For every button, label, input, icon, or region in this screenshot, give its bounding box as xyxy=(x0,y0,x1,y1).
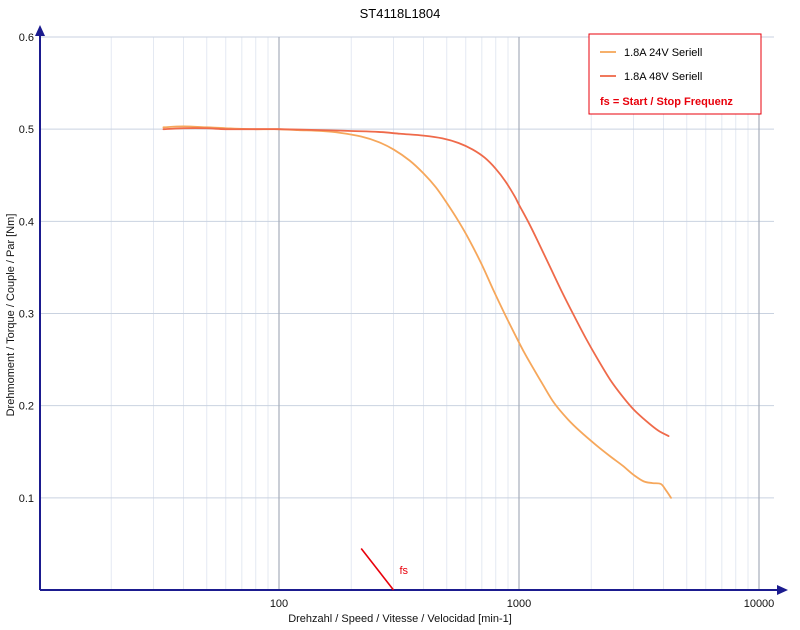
fs-marker-label: fs xyxy=(400,565,409,577)
legend-label-24v: 1.8A 24V Seriell xyxy=(624,47,702,59)
legend-note-fs: fs = Start / Stop Frequenz xyxy=(600,96,733,108)
y-axis-tick-labels: 0.1 0.2 0.3 0.4 0.5 0.6 xyxy=(19,32,34,505)
y-axis-tick-label: 0.4 xyxy=(19,216,34,228)
y-axis-tick-label: 0.3 xyxy=(19,309,34,321)
x-axis-arrow-icon xyxy=(777,585,788,595)
legend-label-48v: 1.8A 48V Seriell xyxy=(624,71,702,83)
y-axis-tick-label: 0.1 xyxy=(19,493,34,505)
x-axis-title: Drehzahl / Speed / Vitesse / Velocidad [… xyxy=(288,613,512,625)
axes xyxy=(35,25,788,595)
legend: 1.8A 24V Seriell 1.8A 48V Seriell fs = S… xyxy=(588,33,762,115)
x-axis-tick-labels: 100 1000 10000 xyxy=(270,598,774,610)
gridlines-horizontal xyxy=(40,36,774,499)
fs-annotation: fs xyxy=(360,548,409,591)
y-axis-arrow-icon xyxy=(35,25,45,36)
x-axis-tick-label: 10000 xyxy=(744,598,775,610)
legend-box xyxy=(588,33,762,115)
series-lines xyxy=(162,125,672,499)
fs-marker-line xyxy=(360,548,395,591)
x-axis-tick-label: 100 xyxy=(270,598,288,610)
y-axis-tick-label: 0.6 xyxy=(19,32,34,44)
y-axis-title: Drehmoment / Torque / Couple / Par [Nm] xyxy=(5,214,17,417)
chart-title: ST4118L1804 xyxy=(360,6,441,21)
y-axis-tick-label: 0.2 xyxy=(19,401,34,413)
series-line-48v xyxy=(162,127,670,437)
x-axis-tick-label: 1000 xyxy=(507,598,531,610)
y-axis-tick-label: 0.5 xyxy=(19,124,34,136)
